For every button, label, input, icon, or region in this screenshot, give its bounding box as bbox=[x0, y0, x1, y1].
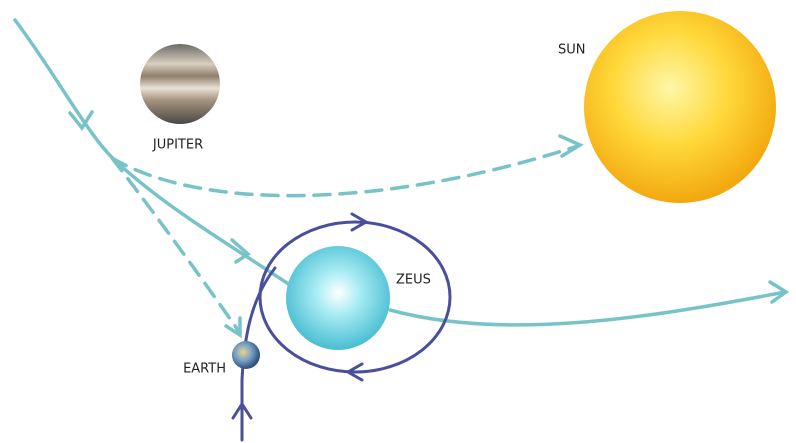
label: EARTH bbox=[183, 362, 226, 377]
dashed-trajectory bbox=[112, 146, 578, 196]
arrow bbox=[226, 318, 240, 335]
label: ZEUS bbox=[396, 273, 431, 288]
label: SUN bbox=[558, 43, 586, 58]
arrow bbox=[560, 136, 580, 156]
label: JUPITER bbox=[152, 138, 203, 153]
sun bbox=[584, 11, 776, 203]
zeus bbox=[286, 246, 390, 350]
earth bbox=[232, 341, 260, 369]
jupiter bbox=[140, 44, 220, 124]
diagram: SUN JUPITER ZEUS EARTH bbox=[0, 0, 796, 443]
dashed-trajectory bbox=[112, 158, 240, 333]
